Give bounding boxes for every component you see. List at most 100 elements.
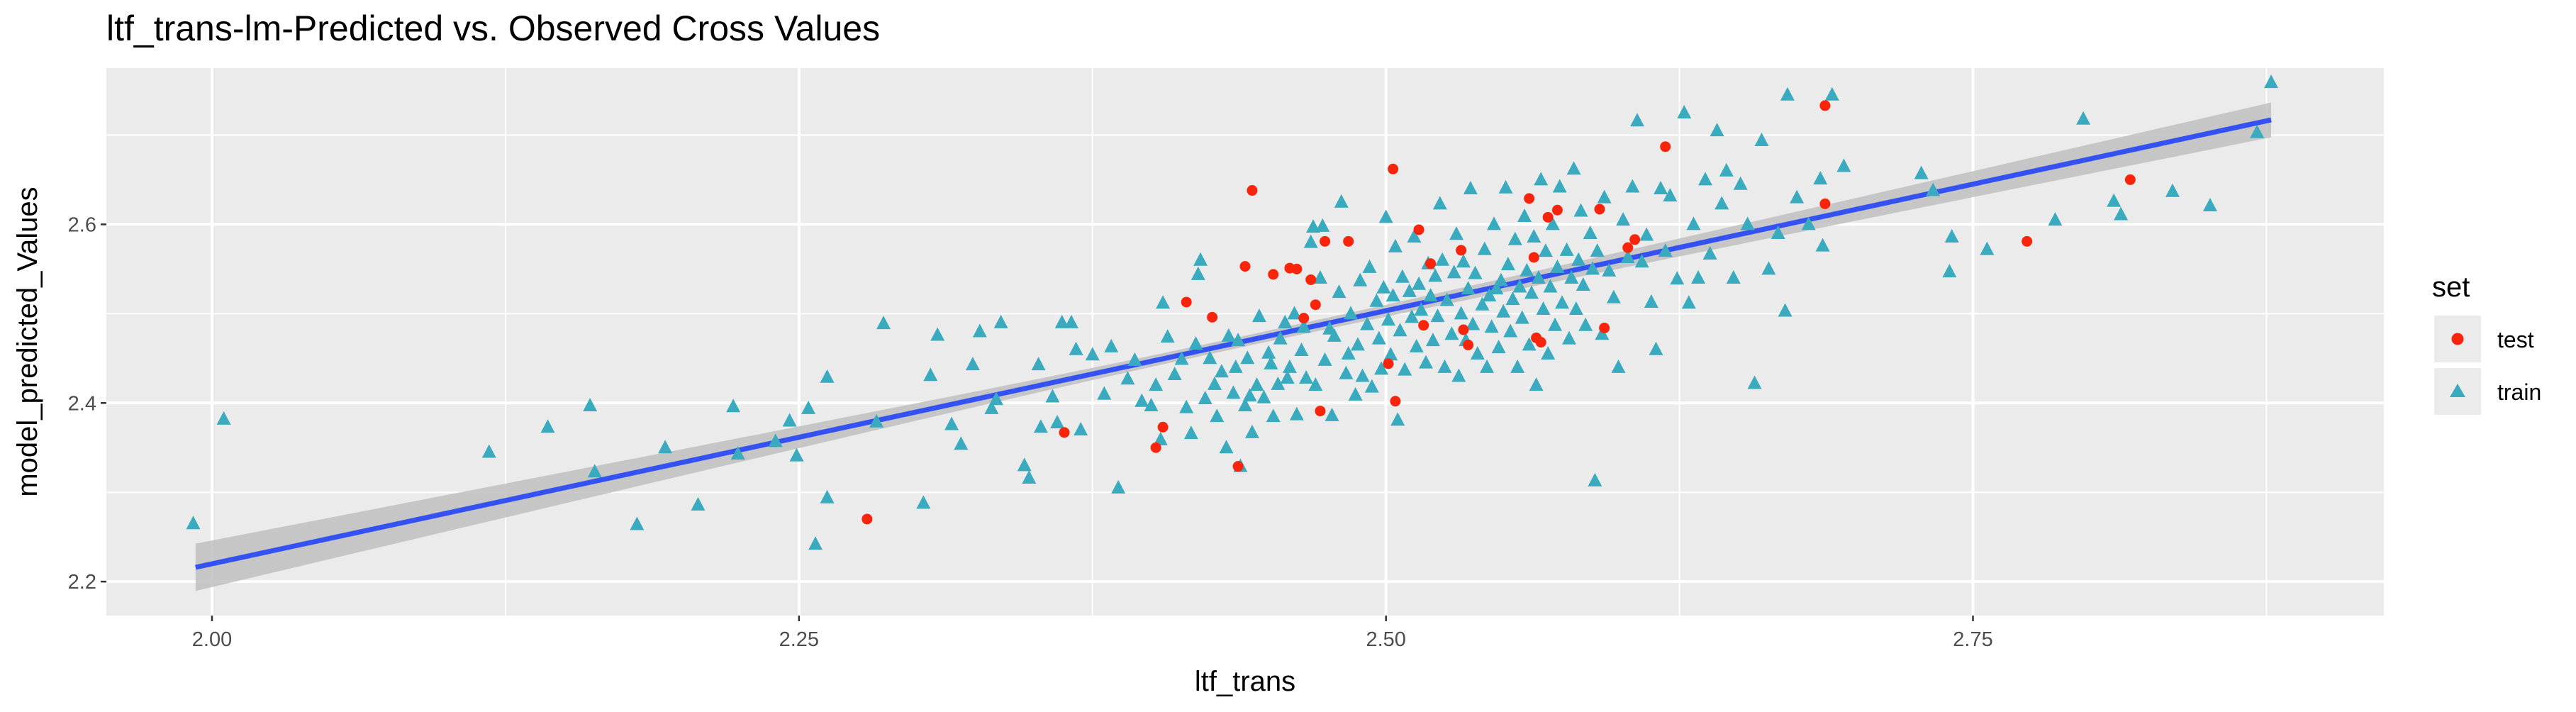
train-point [1942, 264, 1957, 278]
train-point [1510, 359, 1525, 373]
train-point [630, 516, 645, 530]
train-point [820, 369, 835, 383]
train-point [1405, 309, 1420, 323]
train-point [1437, 359, 1452, 373]
train-point [1463, 181, 1478, 195]
train-point [1350, 337, 1365, 351]
train-point [1470, 346, 1485, 360]
train-point [1534, 172, 1549, 186]
train-point [1824, 87, 1839, 101]
confidence-band [195, 102, 2272, 591]
train-point [1456, 254, 1471, 268]
train-point [1512, 279, 1527, 293]
train-point [730, 446, 745, 460]
train-point [1430, 308, 1445, 323]
train-point [1191, 266, 1205, 280]
train-point [1815, 238, 1830, 252]
test-point [1629, 234, 1641, 245]
train-point [1378, 209, 1393, 223]
train-point [1069, 341, 1083, 355]
train-point [1496, 304, 1511, 318]
train-point [481, 444, 496, 458]
train-point [1425, 333, 1440, 347]
train-point [726, 399, 741, 413]
train-point [1468, 265, 1483, 279]
train-point [1531, 269, 1546, 284]
train-point [1294, 342, 1309, 356]
train-point [1545, 216, 1560, 230]
train-point [2107, 193, 2121, 207]
test-point [1268, 269, 1279, 280]
train-point [1120, 371, 1135, 385]
test-point [1660, 141, 1671, 152]
train-point [587, 464, 602, 478]
train-point [1261, 345, 1276, 359]
train-point [768, 433, 783, 447]
train-point [1050, 414, 1065, 428]
train-point [1193, 252, 1208, 266]
test-point [1542, 211, 1554, 223]
train-point [2250, 124, 2265, 138]
train-point [1312, 269, 1327, 284]
train-point [1507, 231, 1522, 245]
x-tick-label: 2.50 [1366, 628, 1405, 651]
train-point [1555, 295, 1570, 309]
train-point [1944, 229, 1959, 243]
train-points [186, 74, 2279, 550]
train-point [1500, 257, 1515, 271]
test-point [1456, 245, 1467, 256]
train-point [1149, 377, 1164, 391]
train-point [1383, 347, 1398, 361]
train-point [1629, 113, 1644, 127]
train-point [1538, 243, 1553, 257]
test-point [1059, 427, 1070, 438]
train-point [2165, 183, 2180, 197]
train-point [186, 516, 201, 530]
train-point [1362, 259, 1377, 273]
test-point [2124, 174, 2136, 185]
train-point [1498, 179, 1513, 194]
test-point [1150, 442, 1161, 453]
train-point [1369, 293, 1384, 307]
train-point [1616, 212, 1631, 226]
train-point [1515, 310, 1529, 324]
train-point [1658, 243, 1673, 257]
train-point [988, 391, 1003, 406]
train-point [1344, 306, 1359, 320]
train-point [1733, 176, 1748, 190]
train-point [1571, 252, 1586, 266]
train-point [658, 440, 673, 454]
train-point [1491, 340, 1506, 354]
train-point [2048, 212, 2063, 226]
train-point [1153, 431, 1168, 445]
test-point [1157, 421, 1169, 433]
train-point [1210, 408, 1225, 423]
train-point [1649, 341, 1663, 355]
test-point [1524, 193, 1535, 204]
train-point [1588, 472, 1602, 486]
train-point [1595, 326, 1610, 340]
train-point [1423, 288, 1438, 302]
train-point [540, 419, 555, 433]
train-point [1273, 330, 1288, 345]
test-point [1463, 339, 1474, 350]
train-point [1376, 279, 1391, 294]
train-point [1395, 269, 1410, 283]
train-point [1747, 375, 1762, 389]
major-gridlines [106, 68, 2384, 616]
test-point [1390, 396, 1401, 407]
test-point [1291, 263, 1303, 274]
train-point [1754, 133, 1769, 147]
test-point [862, 513, 873, 525]
train-point [1033, 419, 1048, 433]
train-point [1573, 203, 1588, 217]
train-point [801, 400, 816, 414]
train-point [1644, 294, 1658, 308]
train-point [1306, 219, 1321, 233]
x-tick-label: 2.75 [1953, 628, 1992, 651]
train-point [2076, 111, 2091, 125]
train-point [1348, 386, 1363, 401]
train-point [1244, 424, 1259, 438]
train-point [1564, 269, 1579, 284]
train-point [1505, 291, 1520, 306]
